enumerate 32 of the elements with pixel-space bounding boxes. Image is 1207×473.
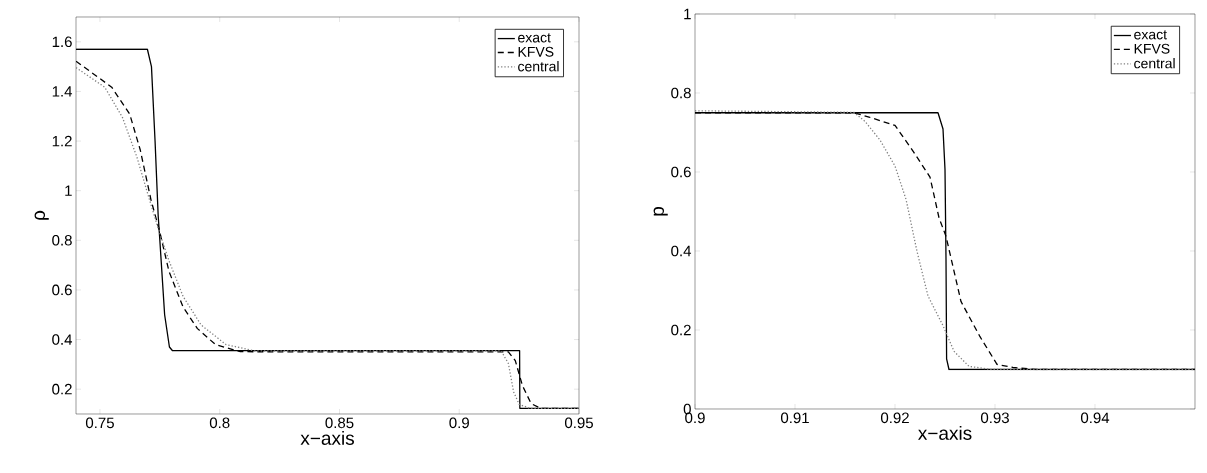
y-tick-label: 0.4 <box>671 245 692 257</box>
x-tick-label: 0.85 <box>325 417 354 429</box>
y-tick-label: 1.2 <box>52 135 72 147</box>
y-tick-label: 0.8 <box>671 87 691 99</box>
x-tick-label: 0.95 <box>564 417 593 429</box>
legend-label: KFVS <box>518 46 554 57</box>
y-tick-label: 1 <box>684 8 691 20</box>
x-tick-label: 0.8 <box>209 417 230 429</box>
legend-label: central <box>518 61 559 72</box>
y-tick-label: 0.6 <box>52 284 72 296</box>
legend-label: central <box>1134 58 1175 69</box>
x-axis-title: x−axis <box>918 426 972 440</box>
y-tick-label: 1.4 <box>52 86 73 97</box>
legend-label: exact <box>518 33 551 43</box>
y-axis-title: p <box>653 207 668 216</box>
x-tick-label: 0.92 <box>880 412 909 424</box>
x-tick-label: 0.94 <box>1080 412 1110 424</box>
x-axis-title: x−axis <box>300 431 355 445</box>
x-tick-label: 0.93 <box>980 412 1009 424</box>
x-tick-label: 0.91 <box>780 412 809 424</box>
y-axis-title: ρ <box>34 210 49 220</box>
y-tick-label: 0.2 <box>52 383 72 395</box>
y-tick-label: 0.2 <box>671 324 691 336</box>
legend-label: KFVS <box>1134 43 1170 54</box>
y-tick-label: 0.4 <box>52 334 73 345</box>
x-tick-label: 0.75 <box>85 417 114 429</box>
y-tick-label: 0.6 <box>671 166 691 178</box>
y-tick-label: 1.6 <box>52 36 72 48</box>
y-tick-label: 1 <box>65 185 72 196</box>
y-tick-label: 0.8 <box>52 234 72 246</box>
legend-label: exact <box>1134 30 1167 40</box>
x-tick-label: 0.9 <box>449 417 469 429</box>
